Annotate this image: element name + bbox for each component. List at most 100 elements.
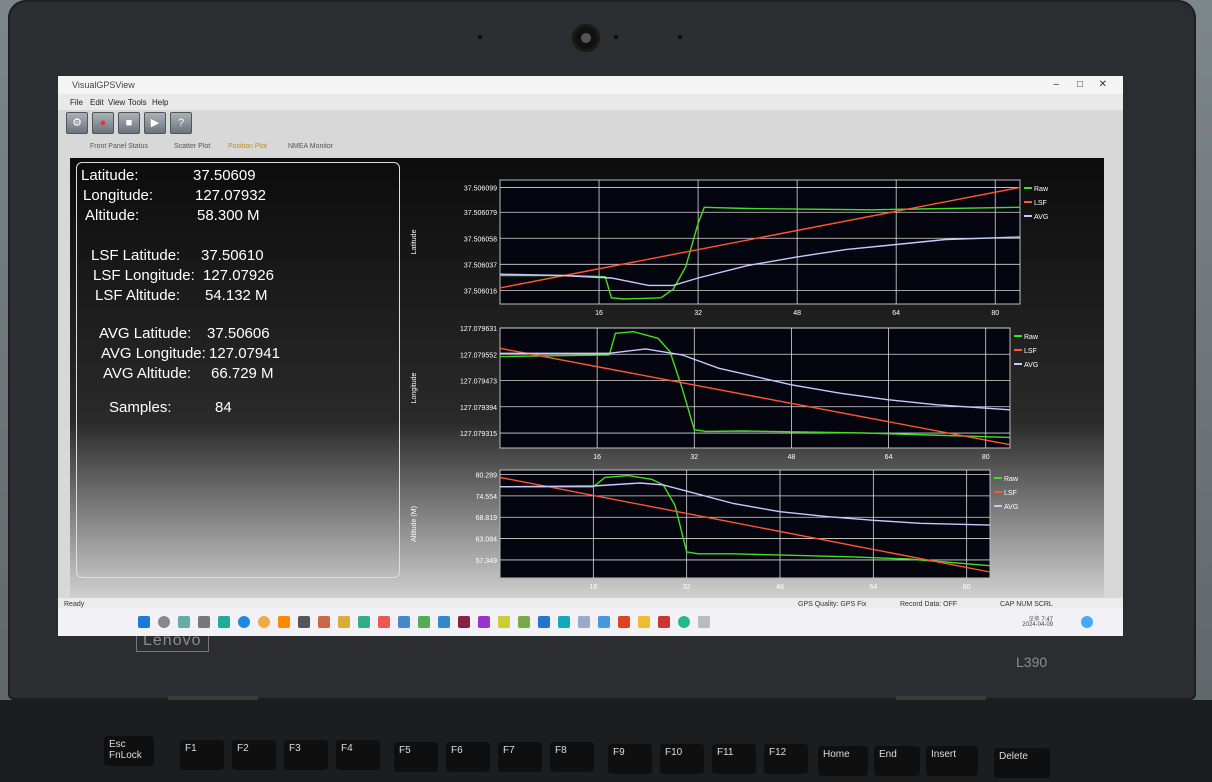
status-gps-quality: GPS Quality: GPS Fix [798,601,867,608]
app-icon[interactable] [358,616,370,628]
tab-front-panel-status[interactable]: Front Panel Status [90,143,148,150]
close-icon[interactable]: ✕ [1098,79,1107,90]
readout-panel: Latitude: 37.50609 Longitude: 127.07932 … [76,162,400,578]
x-tick-label: 16 [589,584,597,591]
x-tick-label: 80 [982,454,990,461]
series-line-raw [499,330,1011,439]
lsf-longitude-value: 127.07926 [203,267,274,284]
x-tick-label: 32 [694,310,702,317]
menu-view[interactable]: View [108,98,126,107]
stop-icon[interactable]: ■ [118,112,140,134]
legend-label: LSF [1024,348,1037,355]
edge-icon[interactable] [238,616,250,628]
key: F2 [232,740,276,770]
maximize-icon[interactable]: □ [1076,79,1083,90]
altitude-label: Altitude: [85,207,140,224]
app-icon[interactable] [678,616,690,628]
chrome-icon[interactable] [258,616,270,628]
samples-value: 84 [215,399,232,416]
app-icon[interactable] [298,616,310,628]
legend-label: Raw [1024,334,1039,341]
y-tick-label: 37.506099 [464,185,497,192]
tab-nmea-monitor[interactable]: NMEA Monitor [288,143,334,150]
legend-label: AVG [1034,214,1048,221]
latitude-value: 37.50609 [193,167,256,184]
lsf-latitude-value: 37.50610 [201,247,264,264]
app-icon[interactable] [438,616,450,628]
lsf-altitude-value: 54.132 M [205,287,268,304]
key: F5 [394,742,438,772]
menu-tools[interactable]: Tools [128,98,147,107]
app-icon[interactable] [458,616,470,628]
y-tick-label: 127.079473 [460,379,497,386]
app-icon[interactable] [518,616,530,628]
clock-time[interactable]: 오후 7:47 [1028,617,1053,623]
webcam [572,24,600,52]
y-tick-label: 37.506058 [464,236,497,243]
x-tick-label: 48 [793,310,801,317]
clock-date[interactable]: 2024-04-09 [1022,622,1053,628]
key: Esc FnLock [104,736,154,766]
menu-bar: File Edit View Tools Help [58,94,1123,110]
record-icon[interactable]: ● [92,112,114,134]
app-icon[interactable] [278,616,290,628]
key: F1 [180,740,224,770]
app-icon[interactable] [618,616,630,628]
app-icon[interactable] [698,616,710,628]
app-icon[interactable] [498,616,510,628]
keyboard: Esc FnLock F1 F2 F3 F4 F5 F6 F7 F8 F9 F1… [0,700,1212,782]
screen: VisualGPSView – □ ✕ File Edit View Tools… [58,76,1123,636]
task-view-icon[interactable] [198,616,210,628]
x-tick-label: 64 [869,584,877,591]
start-icon[interactable] [138,616,150,628]
app-icon[interactable] [478,616,490,628]
series-line-raw [500,474,991,567]
pdf-icon[interactable] [658,616,670,628]
app-icon[interactable] [418,616,430,628]
y-tick-label: 57.349 [476,558,498,565]
minimize-icon[interactable]: – [1053,79,1059,90]
play-icon[interactable]: ▶ [144,112,166,134]
search-icon[interactable] [158,616,170,628]
y-axis-label: Longitude [411,373,418,404]
y-tick-label: 80.289 [476,473,498,480]
avg-altitude-value: 66.729 M [211,365,274,382]
avg-longitude-value: 127.07941 [209,345,280,362]
avg-latitude-label: AVG Latitude: [99,325,192,342]
x-tick-label: 64 [885,454,893,461]
y-axis-label: Altitude (M) [411,506,418,542]
app-icon[interactable] [318,616,330,628]
key: F3 [284,740,328,770]
settings-icon[interactable]: ⚙ [66,112,88,134]
key: F12 [764,744,808,774]
app-icon[interactable] [598,616,610,628]
app-icon[interactable] [398,616,410,628]
app-icon[interactable] [578,616,590,628]
title-bar: VisualGPSView – □ ✕ [58,76,1123,94]
menu-edit[interactable]: Edit [90,98,104,107]
app-icon[interactable] [558,616,570,628]
vscode-icon[interactable] [538,616,550,628]
help-icon[interactable]: ? [170,112,192,134]
x-tick-label: 16 [595,310,603,317]
tab-scatter-plot[interactable]: Scatter Plot [174,143,211,150]
app-icon[interactable] [218,616,230,628]
key: Home [818,746,868,776]
x-tick-label: 64 [892,310,900,317]
x-tick-label: 32 [690,454,698,461]
folder-icon[interactable] [638,616,650,628]
x-tick-label: 80 [963,584,971,591]
menu-file[interactable]: File [70,98,83,107]
x-tick-label: 48 [776,584,784,591]
widgets-icon[interactable] [178,616,190,628]
notification-icon[interactable] [1081,616,1093,628]
tab-position-plot[interactable]: Position Plot [228,143,267,150]
menu-help[interactable]: Help [152,98,169,107]
sensor-dot [478,35,482,39]
app-icon[interactable] [378,616,390,628]
taskbar: 오후 7:47 2024-04-09 [58,608,1123,636]
y-tick-label: 127.079315 [460,431,497,438]
series-line-raw [500,206,1021,300]
app-icon[interactable] [338,616,350,628]
x-tick-label: 16 [593,454,601,461]
